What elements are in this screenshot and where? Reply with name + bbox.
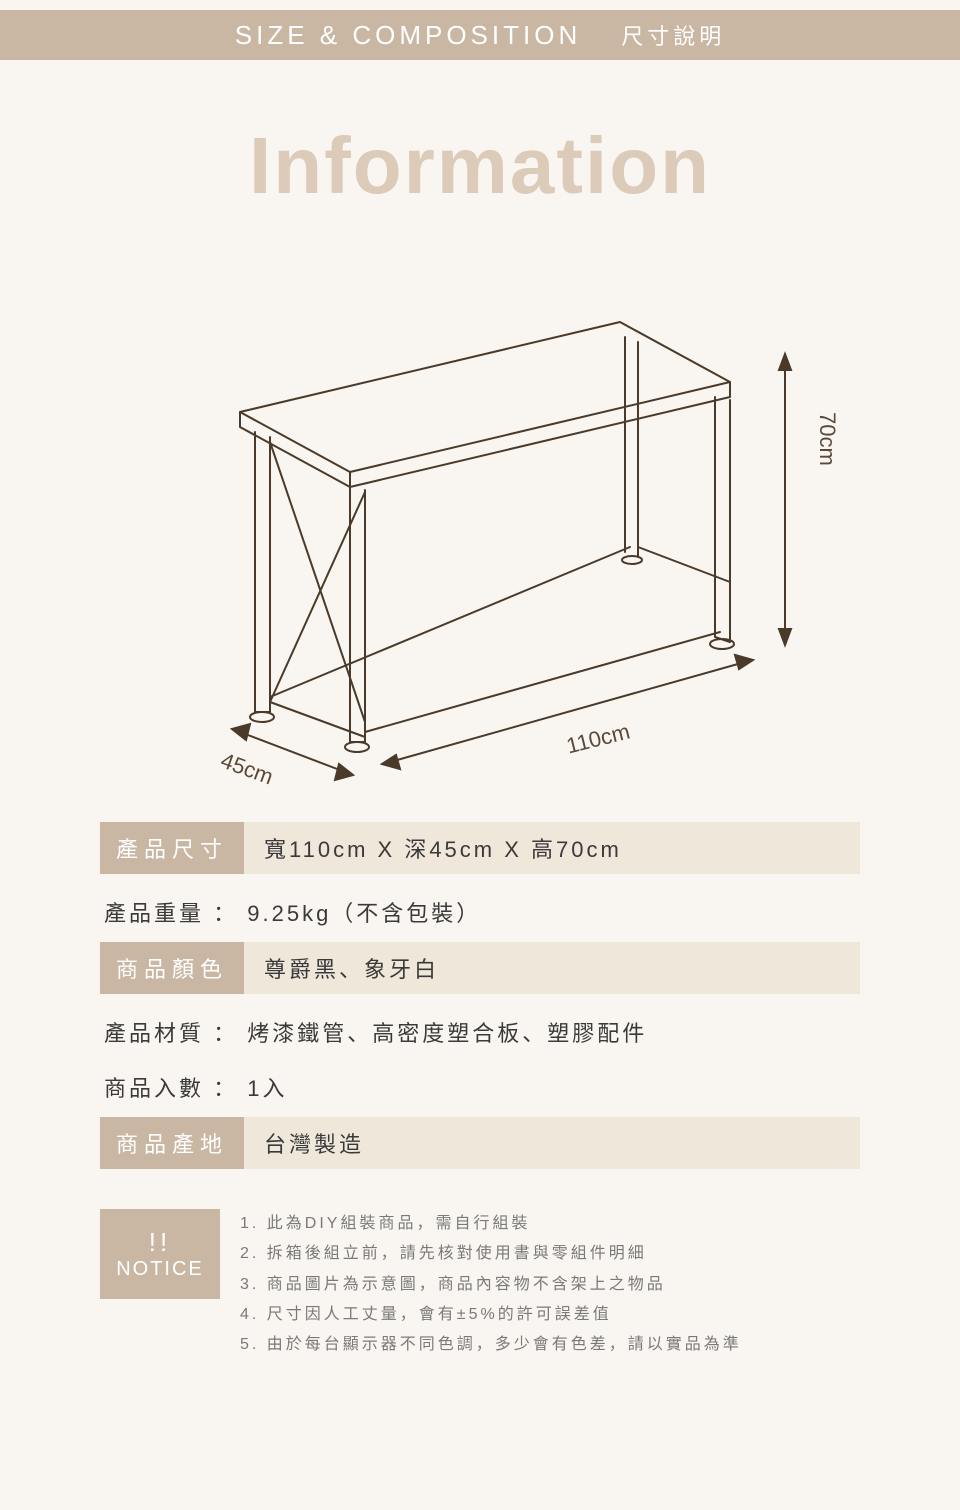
- spec-color-value: 尊爵黑、象牙白: [244, 942, 459, 994]
- spec-weight-value: 9.25kg（不含包裝）: [247, 901, 481, 926]
- spec-quantity-value: 1入: [247, 1076, 287, 1101]
- spec-quantity: 商品入數 ： 1入: [100, 1061, 860, 1117]
- spec-material-value: 烤漆鐵管、高密度塑合板、塑膠配件: [247, 1021, 647, 1046]
- notice-title: NOTICE: [116, 1258, 204, 1281]
- notice-mark: !!: [149, 1227, 171, 1258]
- spec-color-label: 商品顏色: [100, 942, 244, 994]
- notice-item: 3. 商品圖片為示意圖，商品內容物不含架上之物品: [240, 1270, 860, 1300]
- spec-size-label: 產品尺寸: [100, 822, 244, 874]
- notice-item: 4. 尺寸因人工丈量，會有±5%的許可誤差值: [240, 1300, 860, 1330]
- dim-height: 70cm: [814, 412, 840, 466]
- spec-color: 商品顏色 尊爵黑、象牙白: [100, 942, 860, 994]
- notice-block: !! NOTICE 1. 此為DIY組裝商品，需自行組裝 2. 拆箱後組立前，請…: [100, 1209, 860, 1361]
- spec-material: 產品材質 ： 烤漆鐵管、高密度塑合板、塑膠配件: [100, 1006, 860, 1062]
- notice-item: 2. 拆箱後組立前，請先核對使用書與零組件明細: [240, 1239, 860, 1269]
- header-bar: SIZE & COMPOSITION 尺寸說明: [0, 10, 960, 60]
- desk-diagram: 70cm 110cm 45cm: [120, 242, 840, 802]
- spec-size-value: 寬110cm X 深45cm X 高70cm: [244, 822, 642, 874]
- notice-badge: !! NOTICE: [100, 1209, 220, 1299]
- spec-origin-label: 商品產地: [100, 1117, 244, 1169]
- notice-item: 1. 此為DIY組裝商品，需自行組裝: [240, 1209, 860, 1239]
- spec-material-label: 產品材質: [104, 1021, 204, 1046]
- header-title-en: SIZE & COMPOSITION: [235, 20, 581, 51]
- spec-quantity-label: 商品入數: [104, 1076, 204, 1101]
- notice-item: 5. 由於每台顯示器不同色調，多少會有色差，請以實品為準: [240, 1330, 860, 1360]
- header-title-zh: 尺寸說明: [621, 19, 725, 51]
- spec-block: 產品尺寸 寬110cm X 深45cm X 高70cm 產品重量 ： 9.25k…: [100, 822, 860, 1169]
- notice-list: 1. 此為DIY組裝商品，需自行組裝 2. 拆箱後組立前，請先核對使用書與零組件…: [240, 1209, 860, 1361]
- spec-origin: 商品產地 台灣製造: [100, 1117, 860, 1169]
- info-heading: Information: [0, 120, 960, 212]
- spec-size: 產品尺寸 寬110cm X 深45cm X 高70cm: [100, 822, 860, 874]
- spec-weight: 產品重量 ： 9.25kg（不含包裝）: [100, 886, 860, 942]
- desk-svg: [120, 242, 840, 802]
- spec-weight-label: 產品重量: [104, 901, 204, 926]
- spec-origin-value: 台灣製造: [244, 1117, 384, 1169]
